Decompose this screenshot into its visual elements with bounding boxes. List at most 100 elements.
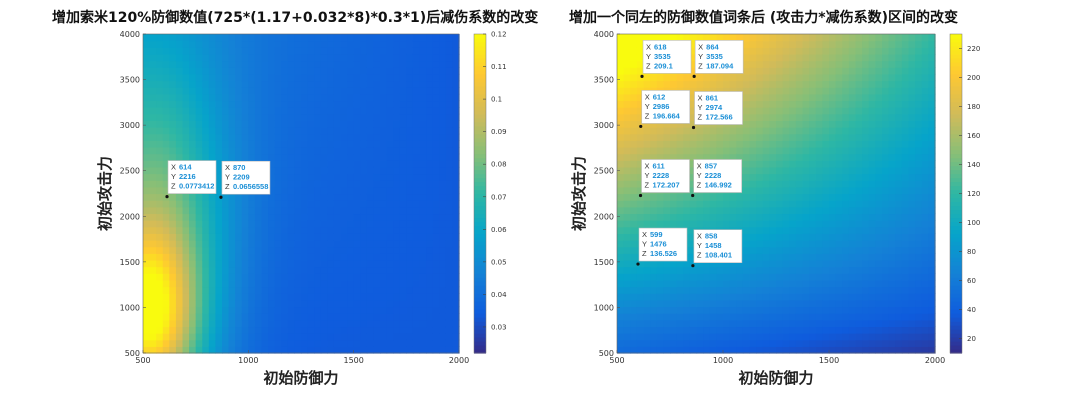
heatmap-cell: [169, 67, 177, 75]
heatmap-cell: [162, 34, 170, 42]
heatmap-cell: [412, 140, 421, 148]
heatmap-cell: [399, 127, 407, 135]
heatmap-cell: [235, 220, 243, 228]
heatmap-cell: [419, 160, 427, 168]
heatmap-cell: [915, 140, 923, 148]
heatmap-cell: [235, 60, 243, 68]
heatmap-cell: [439, 67, 447, 75]
heatmap-cell: [835, 259, 843, 268]
heatmap-cell: [928, 346, 936, 354]
heatmap-cell: [862, 40, 870, 48]
heatmap-cell: [643, 200, 651, 208]
heatmap-cell: [452, 160, 460, 168]
heatmap-cell: [795, 100, 804, 108]
colorbar-segment: [950, 77, 962, 83]
heatmap-cell: [630, 240, 638, 248]
heatmap-cell: [222, 293, 230, 301]
heatmap-cell: [703, 299, 711, 308]
heatmap-cell: [882, 299, 890, 308]
heatmap-cell: [901, 213, 910, 221]
heatmap-cell: [432, 180, 440, 188]
heatmap-cell: [769, 113, 777, 121]
heatmap-cell: [412, 213, 421, 221]
heatmap-cell: [709, 273, 717, 281]
heatmap-cell: [882, 233, 890, 241]
heatmap-cell: [696, 273, 704, 281]
heatmap-cell: [373, 47, 381, 55]
heatmap-cell: [882, 67, 890, 75]
heatmap-cell: [769, 120, 777, 128]
heatmap-cell: [696, 133, 704, 141]
heatmap-cell: [228, 240, 236, 248]
heatmap-cell: [862, 113, 870, 121]
heatmap-cell: [386, 333, 394, 341]
heatmap-cell: [195, 293, 203, 301]
heatmap-cell: [399, 166, 407, 175]
heatmap-cell: [399, 186, 407, 195]
heatmap-cell: [314, 107, 322, 115]
heatmap-cell: [908, 259, 916, 268]
heatmap-cell: [835, 100, 843, 108]
heatmap-cell: [241, 67, 249, 75]
heatmap-cell: [888, 259, 896, 268]
heatmap-cell: [842, 93, 850, 102]
heatmap-cell: [353, 339, 361, 347]
heatmap-cell: [623, 339, 631, 347]
heatmap-cell: [162, 313, 170, 321]
heatmap-cell: [723, 339, 731, 347]
heatmap-cell: [901, 67, 910, 75]
heatmap-cell: [630, 259, 638, 268]
heatmap-cell: [835, 153, 843, 161]
heatmap-cell: [617, 40, 625, 48]
heatmap-cell: [426, 279, 434, 288]
colorbar-tick-label: 200: [967, 74, 980, 82]
heatmap-cell: [815, 259, 823, 268]
heatmap-cell: [353, 186, 361, 195]
heatmap-cell: [294, 259, 302, 268]
heatmap-cell: [195, 113, 203, 121]
heatmap-cell: [287, 107, 296, 115]
heatmap-cell: [347, 53, 355, 62]
heatmap-cell: [294, 120, 302, 128]
colorbar-segment: [950, 53, 962, 59]
heatmap-cell: [716, 193, 724, 201]
heatmap-cell: [412, 160, 421, 168]
heatmap-cell: [908, 206, 916, 215]
heatmap-cell: [254, 313, 263, 321]
heatmap-cell: [776, 80, 784, 88]
heatmap-cell: [809, 67, 817, 75]
colorbar-segment: [950, 209, 962, 215]
heatmap-cell: [928, 306, 936, 314]
heatmap-cell: [380, 240, 388, 248]
heatmap-cell: [222, 246, 230, 254]
heatmap-cell: [617, 47, 625, 55]
heatmap-cell: [419, 173, 427, 181]
heatmap-cell: [373, 146, 381, 155]
heatmap-cell: [928, 279, 936, 288]
heatmap-cell: [347, 173, 355, 181]
heatmap-cell: [915, 34, 923, 42]
heatmap-cell: [848, 253, 857, 261]
heatmap-cell: [802, 133, 810, 141]
heatmap-cell: [412, 220, 421, 228]
heatmap-cell: [696, 293, 704, 301]
heatmap-cell: [875, 80, 883, 88]
heatmap-cell: [353, 113, 361, 121]
heatmap-cell: [676, 293, 684, 301]
colorbar-segment: [474, 317, 486, 322]
heatmap-cell: [888, 213, 896, 221]
heatmap-cell: [689, 246, 698, 254]
heatmap-cell: [855, 240, 863, 248]
heatmap-cell: [802, 213, 810, 221]
heatmap-cell: [333, 107, 342, 115]
